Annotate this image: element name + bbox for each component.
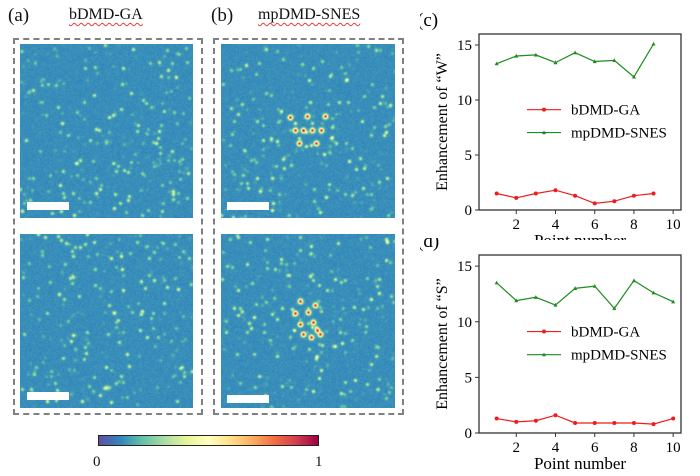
data-point bbox=[494, 61, 499, 66]
focus-image-mpdmd-s bbox=[221, 234, 395, 408]
plot-frame bbox=[478, 33, 682, 211]
data-point bbox=[514, 298, 519, 303]
y-tick-label: 10 bbox=[457, 93, 472, 109]
x-tick-label: 8 bbox=[630, 217, 638, 233]
legend-label: mpDMD-SNES bbox=[571, 126, 667, 142]
data-point bbox=[533, 191, 538, 196]
scale-bar bbox=[27, 392, 69, 400]
panel-b-title: mpDMD-SNES bbox=[258, 6, 361, 23]
legend-marker bbox=[542, 352, 546, 357]
legend-label: mpDMD-SNES bbox=[571, 348, 667, 364]
y-axis-label: Enhancement of “S” bbox=[434, 278, 451, 410]
x-tick-label: 4 bbox=[552, 440, 560, 456]
series-line-bDMD-GA bbox=[496, 414, 674, 425]
y-tick-label: 0 bbox=[465, 426, 473, 442]
scale-bar bbox=[227, 395, 269, 403]
x-tick-label: 6 bbox=[591, 217, 599, 233]
speckle-image-bdmd-s bbox=[20, 234, 193, 408]
data-point bbox=[494, 191, 499, 196]
panel-label: (d) bbox=[420, 238, 439, 252]
data-point bbox=[553, 413, 558, 418]
data-point bbox=[573, 420, 578, 425]
legend-label: bDMD-GA bbox=[571, 325, 640, 341]
y-tick-label: 15 bbox=[457, 259, 472, 275]
x-tick-label: 10 bbox=[666, 440, 681, 456]
x-tick-label: 2 bbox=[513, 440, 521, 456]
data-point bbox=[631, 74, 636, 79]
data-point bbox=[514, 419, 519, 424]
data-point bbox=[514, 195, 519, 200]
x-axis-label: Point number bbox=[534, 454, 626, 473]
data-point bbox=[651, 422, 656, 427]
x-tick-label: 2 bbox=[513, 217, 521, 233]
y-tick-label: 0 bbox=[465, 203, 473, 219]
chart-d: (d) 2 4 6 8 10 0 5 10 15 Point number Enhancement o… bbox=[420, 238, 682, 473]
scale-bar bbox=[227, 202, 269, 210]
data-point bbox=[533, 295, 538, 299]
data-point bbox=[631, 193, 636, 198]
x-tick-label: 4 bbox=[552, 217, 560, 233]
data-point bbox=[573, 50, 578, 55]
data-point bbox=[592, 201, 597, 206]
panel-label: (c) bbox=[420, 10, 438, 31]
x-tick-label: 10 bbox=[666, 217, 681, 233]
legend-marker bbox=[542, 130, 546, 135]
data-point bbox=[573, 193, 578, 198]
colorbar-max-label: 1 bbox=[315, 454, 323, 470]
data-point bbox=[612, 58, 617, 62]
data-point bbox=[533, 418, 538, 423]
data-point bbox=[592, 420, 597, 425]
y-tick-label: 5 bbox=[465, 148, 473, 164]
focus-image-mpdmd-w bbox=[221, 44, 395, 218]
data-point bbox=[651, 191, 656, 196]
series-line-mpDMD-SNES bbox=[496, 279, 674, 310]
y-tick-label: 5 bbox=[465, 370, 473, 386]
data-point bbox=[592, 59, 597, 64]
y-axis-label: Enhancement of “W” bbox=[434, 53, 451, 191]
data-point bbox=[612, 420, 617, 425]
chart-c: (c) 2 4 6 8 10 0 5 10 15 Point number Enhancement o… bbox=[420, 10, 682, 240]
data-point bbox=[612, 199, 617, 204]
data-point bbox=[612, 306, 617, 310]
data-point bbox=[494, 280, 499, 285]
data-point bbox=[553, 188, 558, 193]
panel-b-label: (b) bbox=[211, 5, 234, 26]
scale-bar bbox=[27, 202, 69, 210]
series-line-mpDMD-SNES bbox=[496, 43, 655, 78]
panel-a-label: (a) bbox=[8, 5, 30, 26]
panel-b-frame bbox=[213, 38, 404, 415]
data-point bbox=[592, 283, 597, 288]
colorbar-min-label: 0 bbox=[93, 454, 101, 470]
speckle-image-bdmd-w bbox=[20, 44, 193, 218]
y-tick-label: 15 bbox=[457, 38, 472, 54]
x-axis-label: Point number bbox=[534, 231, 626, 240]
data-point bbox=[553, 302, 558, 307]
data-point bbox=[671, 416, 676, 421]
data-point bbox=[573, 286, 578, 290]
panel-a-title: bDMD-GA bbox=[69, 6, 143, 23]
legend-marker bbox=[542, 329, 546, 334]
panel-a-frame bbox=[13, 38, 203, 415]
y-tick-label: 10 bbox=[457, 315, 472, 331]
data-point bbox=[553, 60, 558, 65]
plot-frame bbox=[478, 254, 682, 434]
x-tick-label: 8 bbox=[630, 440, 638, 456]
data-point bbox=[514, 53, 519, 58]
legend-marker bbox=[542, 107, 546, 112]
data-point bbox=[671, 299, 676, 304]
data-point bbox=[631, 420, 636, 425]
data-point bbox=[651, 41, 656, 46]
legend-label: bDMD-GA bbox=[571, 103, 640, 119]
colorbar bbox=[98, 435, 319, 446]
data-point bbox=[651, 290, 656, 295]
data-point bbox=[631, 278, 636, 283]
data-point bbox=[494, 416, 499, 421]
data-point bbox=[533, 52, 538, 57]
x-tick-label: 6 bbox=[591, 440, 599, 456]
